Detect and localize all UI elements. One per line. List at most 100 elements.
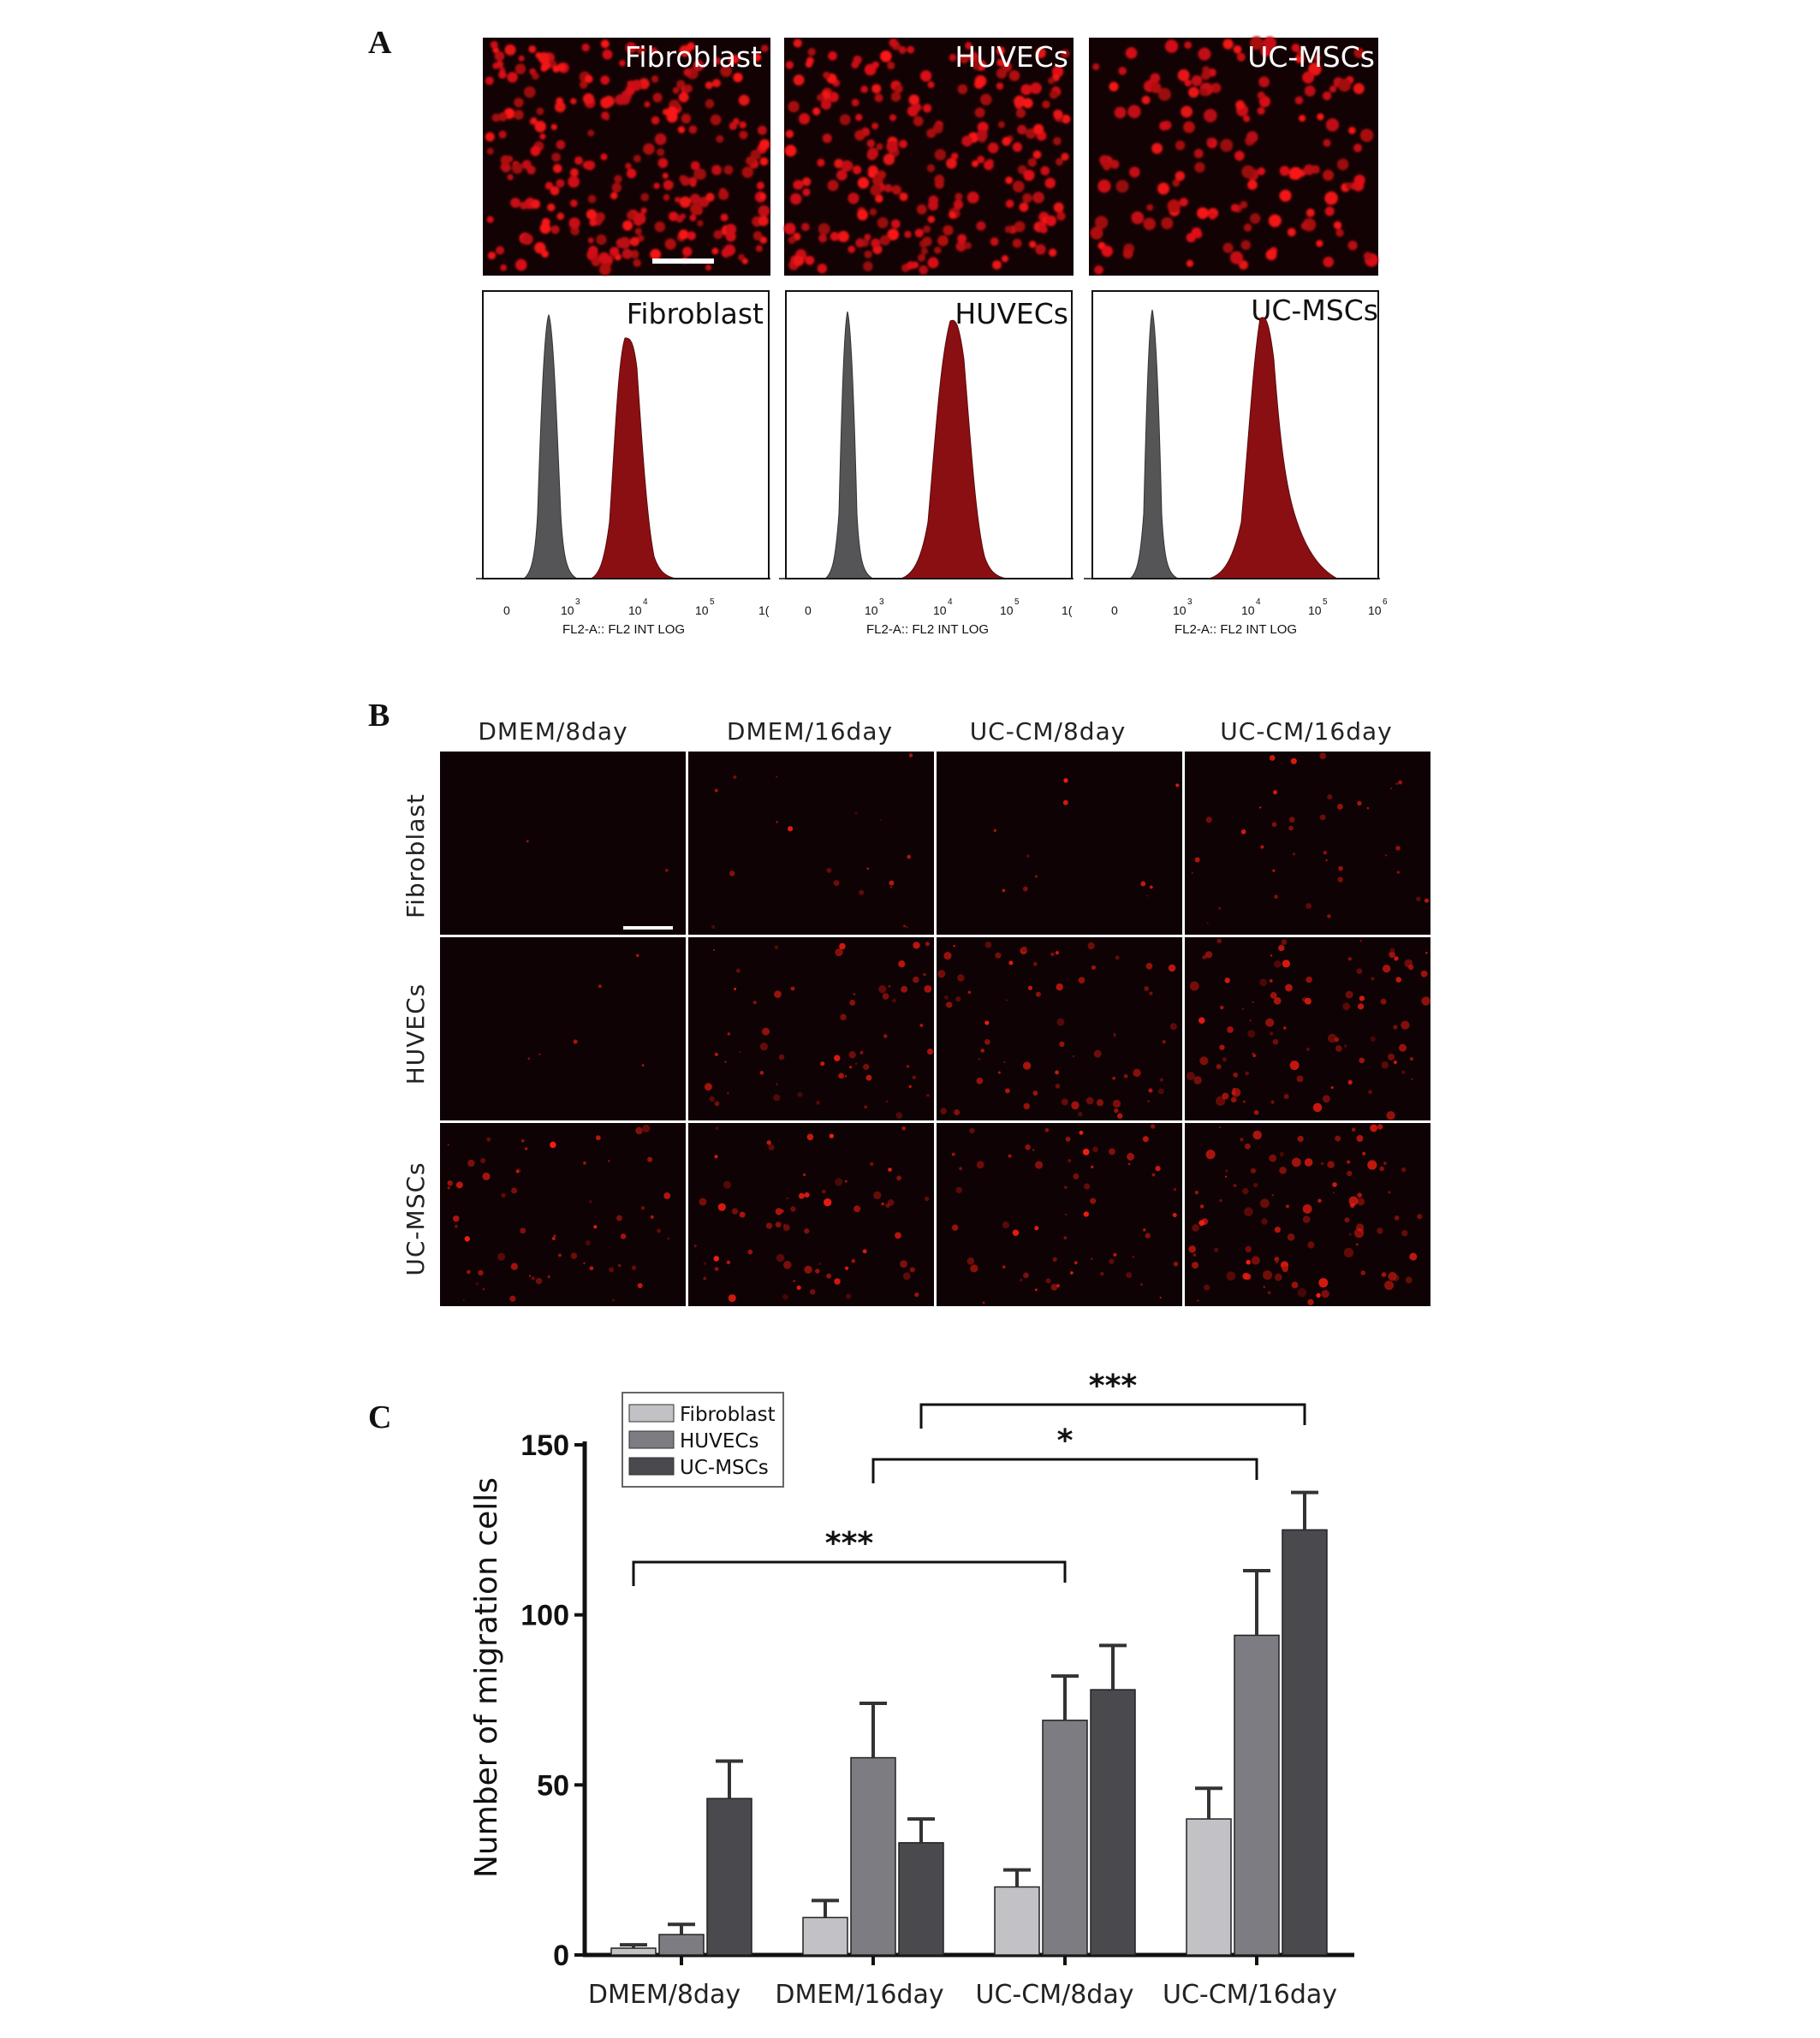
migrated-cell — [906, 1065, 910, 1068]
migrated-cell — [1146, 894, 1149, 897]
tick-exponent: 6 — [1383, 597, 1388, 607]
nucleus — [689, 214, 697, 222]
nucleus — [625, 42, 637, 54]
migrated-cell — [1145, 962, 1153, 970]
nucleus — [520, 201, 528, 210]
migrated-cell — [798, 1192, 805, 1199]
migrated-cell — [997, 1071, 1001, 1074]
nucleus — [979, 93, 992, 106]
nucleus — [806, 56, 814, 65]
nucleus — [805, 255, 815, 265]
migrated-cell — [1285, 983, 1293, 992]
migrated-cell — [1421, 996, 1430, 1006]
migrated-cell — [1087, 942, 1095, 950]
nucleus — [1014, 221, 1026, 233]
migrated-cell — [1032, 962, 1038, 966]
row-header: UC-MSCs — [401, 1162, 430, 1275]
nucleus — [957, 234, 967, 244]
migrated-cell — [888, 984, 891, 988]
migrated-cell — [1096, 1099, 1104, 1107]
nucleus — [687, 231, 696, 241]
nucleus — [1055, 157, 1063, 166]
nucleus — [1186, 259, 1194, 267]
migrated-cell — [802, 1173, 806, 1177]
migrated-cell — [1395, 977, 1401, 983]
migrated-cell — [851, 1258, 856, 1263]
significance-bracket — [871, 1458, 1258, 1483]
migrated-cell — [955, 995, 961, 1002]
migrated-cell — [926, 1093, 930, 1097]
bar — [1042, 1720, 1088, 1956]
nucleus — [729, 122, 738, 131]
migrated-cell — [1275, 1260, 1279, 1264]
nucleus — [510, 197, 521, 208]
nucleus — [890, 219, 901, 229]
nucleus — [600, 75, 610, 85]
migrated-cell — [1307, 1241, 1315, 1249]
migrated-cell — [734, 987, 737, 990]
migrated-cell — [1379, 1166, 1384, 1172]
nucleus — [1125, 47, 1138, 59]
migrated-cell — [765, 1222, 773, 1229]
migrated-cell — [535, 1277, 543, 1285]
row-header: HUVECs — [401, 983, 430, 1085]
migrated-cell — [714, 1267, 719, 1272]
migrated-cell — [501, 1192, 506, 1198]
migrated-cell — [1273, 790, 1277, 795]
nucleus — [556, 179, 565, 188]
migrated-cell — [1332, 1182, 1337, 1187]
nucleus — [1094, 216, 1109, 229]
migrated-cell — [796, 1285, 801, 1290]
nucleus — [521, 233, 533, 246]
migrated-cell — [1002, 1221, 1010, 1229]
nucleus — [664, 238, 676, 250]
migrated-cell — [1252, 1052, 1254, 1055]
migrated-cell — [726, 1260, 731, 1265]
nucleus — [851, 98, 859, 107]
migrated-cell — [1279, 1151, 1284, 1156]
migrated-cell — [735, 968, 740, 973]
migrated-cell — [1077, 1111, 1083, 1117]
nucleus — [817, 158, 825, 167]
migrated-cell — [723, 1180, 731, 1189]
nucleus — [926, 163, 936, 173]
nucleus — [976, 129, 988, 141]
migrated-cell — [1327, 1161, 1335, 1168]
migrated-cell — [1142, 1136, 1149, 1143]
migrated-cell — [612, 1298, 615, 1302]
migrated-cell — [1279, 1167, 1287, 1174]
nucleus — [550, 225, 560, 235]
migrated-cell — [1259, 978, 1267, 987]
nucleus — [1001, 255, 1009, 263]
migrated-cell — [833, 880, 840, 887]
nucleus — [581, 43, 590, 52]
migrated-cell — [1204, 951, 1213, 959]
histogram-fibroblast: Fibroblast 0 10 3 10 4 10 5 1( FL2-A:: F… — [476, 290, 770, 637]
migrated-cell — [728, 1294, 736, 1303]
migrated-cell — [1127, 1152, 1135, 1161]
migrated-cell — [1116, 1113, 1123, 1119]
nucleus — [720, 65, 733, 77]
migrated-cell — [1192, 1262, 1199, 1269]
nucleus — [611, 182, 622, 193]
nucleus — [1012, 181, 1025, 193]
migrated-cell — [1202, 954, 1207, 960]
nucleus — [1233, 45, 1242, 54]
migrated-cell — [1296, 1075, 1304, 1083]
migrated-cell — [1005, 1088, 1010, 1094]
migrated-cell — [1401, 1229, 1408, 1237]
nucleus — [1131, 211, 1145, 224]
migrated-cell — [635, 954, 639, 958]
migrated-cell — [1085, 1096, 1094, 1105]
migrated-cell — [768, 1144, 775, 1151]
migrated-cell — [1381, 1061, 1389, 1069]
migrated-cell — [607, 1160, 610, 1162]
nucleus — [974, 107, 985, 118]
migrated-cell — [1082, 1148, 1090, 1156]
nucleus — [883, 153, 895, 165]
tick-label: 1( — [758, 603, 770, 617]
migrated-cell — [1149, 991, 1153, 995]
tick-label: 0 — [1111, 603, 1118, 617]
nucleus — [1243, 223, 1252, 232]
micrograph-fibroblast: Fibroblast — [483, 38, 770, 276]
